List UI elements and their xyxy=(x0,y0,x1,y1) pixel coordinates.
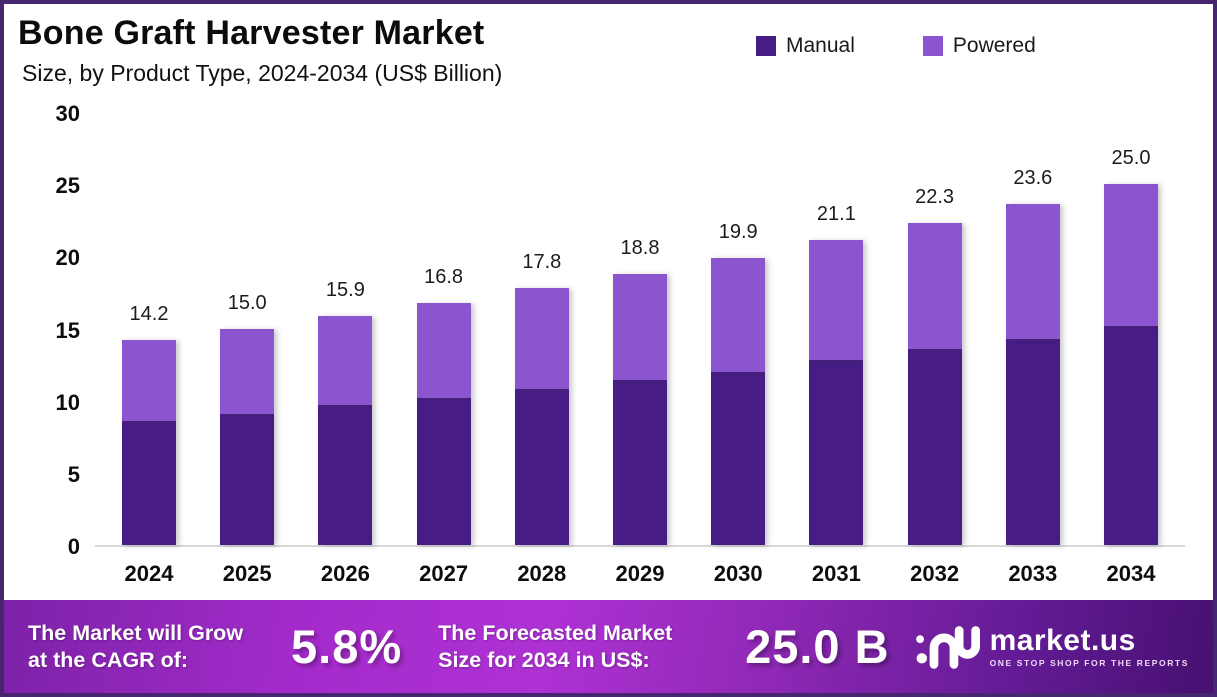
bar-total-label-2028: 17.8 xyxy=(522,251,562,274)
legend-label-powered: Powered xyxy=(952,34,1036,57)
bar-total-label-2032: 22.3 xyxy=(915,186,955,209)
bar-total-label-2029: 18.8 xyxy=(620,236,660,259)
bar-total-label-2034: 25.0 xyxy=(1111,147,1151,170)
bar-total-label-2025: 15.0 xyxy=(227,291,267,314)
x-axis-label-2032: 2032 xyxy=(910,561,960,586)
bar-segment-powered-2025 xyxy=(220,328,275,414)
bar-total-label-2033: 23.6 xyxy=(1013,167,1053,190)
bar-segment-manual-2034 xyxy=(1104,325,1158,545)
x-axis-label-2026: 2026 xyxy=(320,561,370,586)
brand-tagline: ONE STOP SHOP FOR THE REPORTS xyxy=(989,657,1189,668)
y-axis-tick-label: 20 xyxy=(55,245,80,271)
cagr-label: The Market will Grow at the CAGR of: xyxy=(28,620,244,672)
bar-segment-powered-2026 xyxy=(318,315,373,405)
y-axis-tick-label: 5 xyxy=(67,461,80,487)
bar-total-label-2026: 15.9 xyxy=(325,278,365,301)
manual-swatch-icon xyxy=(756,36,776,56)
x-axis-label-2027: 2027 xyxy=(419,561,469,586)
bar-segment-manual-2032 xyxy=(907,348,962,545)
bar-segment-manual-2025 xyxy=(220,413,275,545)
brand-name: market.us xyxy=(989,623,1136,657)
bar-total-label-2027: 16.8 xyxy=(424,265,464,288)
x-axis-label-2034: 2034 xyxy=(1106,561,1156,586)
brand-text: market.us ONE STOP SHOP FOR THE REPORTS xyxy=(989,623,1189,668)
y-axis-tick-label: 25 xyxy=(55,173,80,199)
powered-swatch-icon xyxy=(922,36,943,56)
bar-segment-manual-2028 xyxy=(514,389,569,545)
x-axis-label-2025: 2025 xyxy=(222,561,272,586)
bar-segment-powered-2024 xyxy=(122,340,176,421)
bar-segment-powered-2031 xyxy=(809,240,864,361)
x-axis-label-2028: 2028 xyxy=(517,561,567,586)
x-axis-label-2033: 2033 xyxy=(1008,561,1058,586)
x-axis-label-2030: 2030 xyxy=(713,561,763,586)
bar-segment-manual-2027 xyxy=(416,397,471,545)
bar-segment-powered-2030 xyxy=(711,257,766,372)
page-title: Bone Graft Harvester Market xyxy=(18,14,485,52)
bar-segment-powered-2027 xyxy=(416,302,471,398)
chart-legend: Manual Powered xyxy=(756,34,1036,58)
page-subtitle: Size, by Product Type, 2024-2034 (US$ Bi… xyxy=(22,60,503,86)
bar-segment-manual-2029 xyxy=(613,380,667,545)
legend-item-powered: Powered xyxy=(922,34,1036,58)
bar-segment-manual-2024 xyxy=(122,420,176,545)
y-axis-tick-label: 10 xyxy=(55,389,80,415)
market-us-logo-icon xyxy=(915,625,980,669)
bar-segment-powered-2029 xyxy=(613,273,667,381)
footer-banner: The Market will Grow at the CAGR of: 5.8… xyxy=(4,600,1213,693)
bar-segment-powered-2032 xyxy=(907,223,962,349)
forecast-label: The Forecasted Market Size for 2034 in U… xyxy=(438,620,673,672)
bar-segment-manual-2026 xyxy=(318,405,373,545)
legend-label-manual: Manual xyxy=(786,34,855,57)
x-axis-label-2031: 2031 xyxy=(811,561,861,586)
bar-total-label-2024: 14.2 xyxy=(129,303,169,326)
bar-total-label-2031: 21.1 xyxy=(816,203,856,226)
y-axis-tick-label: 0 xyxy=(67,534,80,559)
x-axis-label-2024: 2024 xyxy=(124,561,174,586)
x-axis-label-2029: 2029 xyxy=(615,561,665,586)
y-axis-tick-label: 15 xyxy=(55,317,80,343)
cagr-value: 5.8% xyxy=(291,620,403,673)
forecast-value: 25.0 B xyxy=(745,620,890,673)
bar-segment-manual-2030 xyxy=(711,371,766,545)
bar-segment-powered-2028 xyxy=(514,288,569,390)
bar-segment-manual-2031 xyxy=(809,360,864,545)
bar-total-label-2030: 19.9 xyxy=(718,220,758,243)
stacked-bar-chart: 14.2 15.0 15.9 16.8 17.8 18.8 19.9 21.1 22.3 23.6… xyxy=(95,114,1185,547)
brand-logo: market.us ONE STOP SHOP FOR THE REPORTS xyxy=(914,624,1189,670)
y-axis-tick-label: 30 xyxy=(55,101,80,126)
bar-segment-manual-2033 xyxy=(1005,338,1060,545)
bar-segment-powered-2034 xyxy=(1104,184,1158,326)
bar-segment-powered-2033 xyxy=(1005,204,1060,339)
legend-item-manual: Manual xyxy=(756,34,855,58)
